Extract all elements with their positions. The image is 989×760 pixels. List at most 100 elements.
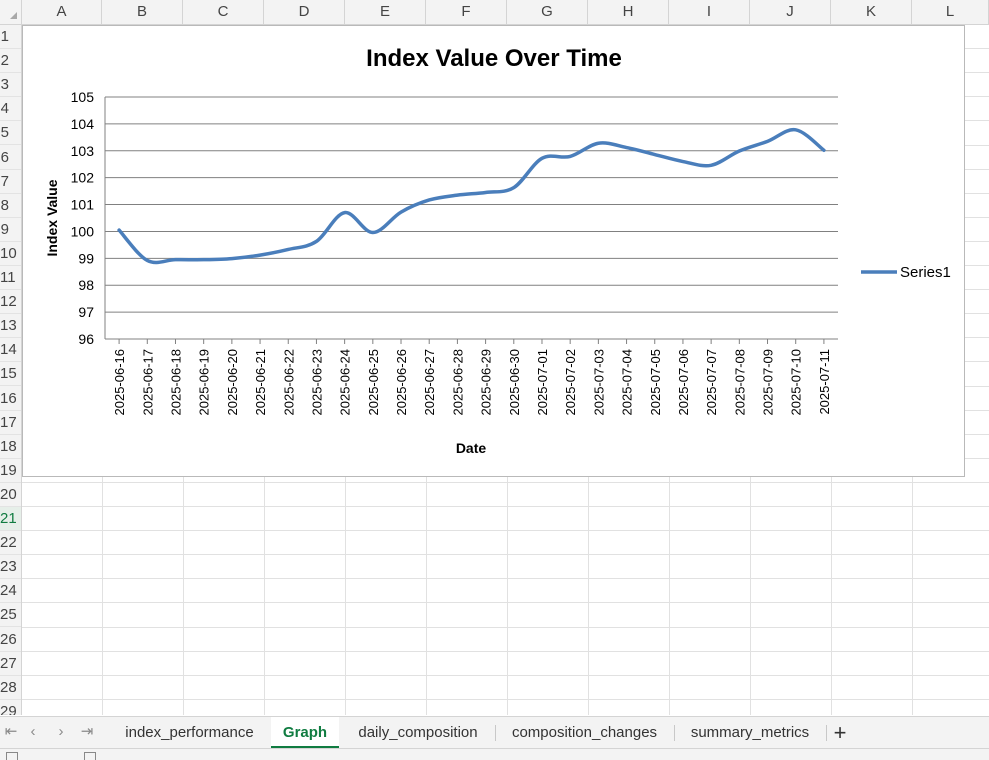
column-header-l[interactable]: L bbox=[912, 0, 989, 24]
row-header-16[interactable]: 16 bbox=[0, 387, 21, 411]
row-header-21[interactable]: 21 bbox=[0, 507, 21, 531]
x-tick-label: 2025-07-06 bbox=[676, 349, 691, 416]
x-tick-label: 2025-06-20 bbox=[225, 349, 240, 416]
add-sheet-button[interactable]: + bbox=[828, 717, 852, 749]
column-header-k[interactable]: K bbox=[831, 0, 912, 24]
grid-row-line bbox=[22, 699, 989, 700]
row-header-26[interactable]: 26 bbox=[0, 628, 21, 652]
grid-row-line bbox=[22, 675, 989, 676]
x-tick-label: 2025-07-05 bbox=[648, 349, 663, 416]
y-tick-label: 97 bbox=[78, 304, 94, 320]
status-bar bbox=[0, 748, 989, 760]
grid-row-line bbox=[22, 578, 989, 579]
sheet-tab-bar: ⇤ ‹ › ⇥ index_performance Graph daily_co… bbox=[0, 716, 989, 749]
column-header-e[interactable]: E bbox=[345, 0, 426, 24]
column-header-a[interactable]: A bbox=[22, 0, 102, 24]
x-axis-title: Date bbox=[456, 440, 487, 456]
row-header-15[interactable]: 15 bbox=[0, 362, 21, 386]
grid-row-line bbox=[22, 651, 989, 652]
row-header-2[interactable]: 2 bbox=[0, 49, 21, 73]
chart-title: Index Value Over Time bbox=[366, 45, 622, 72]
column-header-c[interactable]: C bbox=[183, 0, 264, 24]
row-header-22[interactable]: 22 bbox=[0, 531, 21, 555]
row-header-24[interactable]: 24 bbox=[0, 579, 21, 603]
tab-daily-composition[interactable]: daily_composition bbox=[343, 717, 493, 749]
next-sheet-icon[interactable]: › bbox=[50, 721, 72, 743]
row-header-10[interactable]: 10 bbox=[0, 242, 21, 266]
prev-sheet-icon[interactable]: ‹ bbox=[22, 721, 44, 743]
grid-row-line bbox=[22, 506, 989, 507]
x-tick-label: 2025-06-23 bbox=[309, 349, 324, 416]
x-tick-label: 2025-06-17 bbox=[140, 349, 155, 416]
row-header-20[interactable]: 20 bbox=[0, 483, 21, 507]
tab-separator bbox=[495, 725, 496, 741]
x-tick-label: 2025-07-07 bbox=[704, 349, 719, 416]
row-header-3[interactable]: 3 bbox=[0, 73, 21, 97]
x-tick-label: 2025-06-25 bbox=[366, 349, 381, 416]
x-tick-label: 2025-06-18 bbox=[168, 349, 183, 416]
row-header-25[interactable]: 25 bbox=[0, 603, 21, 627]
y-tick-label: 101 bbox=[71, 197, 95, 213]
select-all-corner[interactable] bbox=[0, 0, 22, 24]
row-header-9[interactable]: 9 bbox=[0, 218, 21, 242]
row-header-13[interactable]: 13 bbox=[0, 314, 21, 338]
row-header-29[interactable]: 29 bbox=[0, 700, 21, 715]
row-header-11[interactable]: 11 bbox=[0, 266, 21, 290]
row-header-23[interactable]: 23 bbox=[0, 555, 21, 579]
row-header-12[interactable]: 12 bbox=[0, 290, 21, 314]
grid-row-line bbox=[22, 482, 989, 483]
column-header-d[interactable]: D bbox=[264, 0, 345, 24]
row-header-8[interactable]: 8 bbox=[0, 194, 21, 218]
tab-composition-changes[interactable]: composition_changes bbox=[497, 717, 672, 749]
row-header-4[interactable]: 4 bbox=[0, 97, 21, 121]
y-axis-title: Index Value bbox=[44, 179, 60, 256]
line-chart: Index Value Over Time9697989910010110210… bbox=[23, 26, 966, 478]
y-tick-label: 96 bbox=[78, 331, 94, 347]
column-header-g[interactable]: G bbox=[507, 0, 588, 24]
x-tick-label: 2025-07-10 bbox=[789, 349, 804, 416]
column-header-i[interactable]: I bbox=[669, 0, 750, 24]
column-header-f[interactable]: F bbox=[426, 0, 507, 24]
row-header-1[interactable]: 1 bbox=[0, 25, 21, 49]
x-tick-label: 2025-07-04 bbox=[620, 349, 635, 416]
x-tick-label: 2025-06-28 bbox=[450, 349, 465, 416]
row-header-27[interactable]: 27 bbox=[0, 652, 21, 676]
last-sheet-icon[interactable]: ⇥ bbox=[76, 721, 98, 743]
tab-graph[interactable]: Graph bbox=[271, 717, 339, 749]
row-header-7[interactable]: 7 bbox=[0, 170, 21, 194]
row-header-5[interactable]: 5 bbox=[0, 121, 21, 145]
x-tick-label: 2025-06-26 bbox=[394, 349, 409, 416]
x-tick-label: 2025-07-02 bbox=[563, 349, 578, 416]
row-header-6[interactable]: 6 bbox=[0, 146, 21, 170]
y-tick-label: 100 bbox=[71, 223, 95, 239]
column-header-j[interactable]: J bbox=[750, 0, 831, 24]
row-header-14[interactable]: 14 bbox=[0, 338, 21, 362]
column-header-b[interactable]: B bbox=[102, 0, 183, 24]
row-header-28[interactable]: 28 bbox=[0, 676, 21, 700]
y-tick-label: 104 bbox=[71, 116, 95, 132]
y-tick-label: 105 bbox=[71, 89, 95, 105]
y-tick-label: 102 bbox=[71, 170, 95, 186]
tab-summary-metrics[interactable]: summary_metrics bbox=[676, 717, 824, 749]
x-tick-label: 2025-07-11 bbox=[817, 349, 832, 415]
x-tick-label: 2025-06-22 bbox=[281, 349, 296, 416]
tab-separator bbox=[674, 725, 675, 741]
x-tick-label: 2025-06-19 bbox=[197, 349, 212, 416]
y-tick-label: 103 bbox=[71, 143, 95, 159]
select-all-triangle-icon bbox=[10, 12, 17, 19]
grid-row-line bbox=[22, 602, 989, 603]
row-header-17[interactable]: 17 bbox=[0, 411, 21, 435]
tab-index-performance[interactable]: index_performance bbox=[112, 717, 267, 749]
row-header-18[interactable]: 18 bbox=[0, 435, 21, 459]
y-tick-label: 99 bbox=[78, 250, 94, 266]
row-header-19[interactable]: 19 bbox=[0, 459, 21, 483]
column-header-h[interactable]: H bbox=[588, 0, 669, 24]
x-tick-label: 2025-06-29 bbox=[479, 349, 494, 416]
x-tick-label: 2025-06-27 bbox=[422, 349, 437, 416]
x-tick-label: 2025-07-03 bbox=[591, 349, 606, 416]
x-tick-label: 2025-06-21 bbox=[253, 349, 268, 416]
grid-row-line bbox=[22, 627, 989, 628]
first-sheet-icon[interactable]: ⇤ bbox=[0, 721, 22, 743]
